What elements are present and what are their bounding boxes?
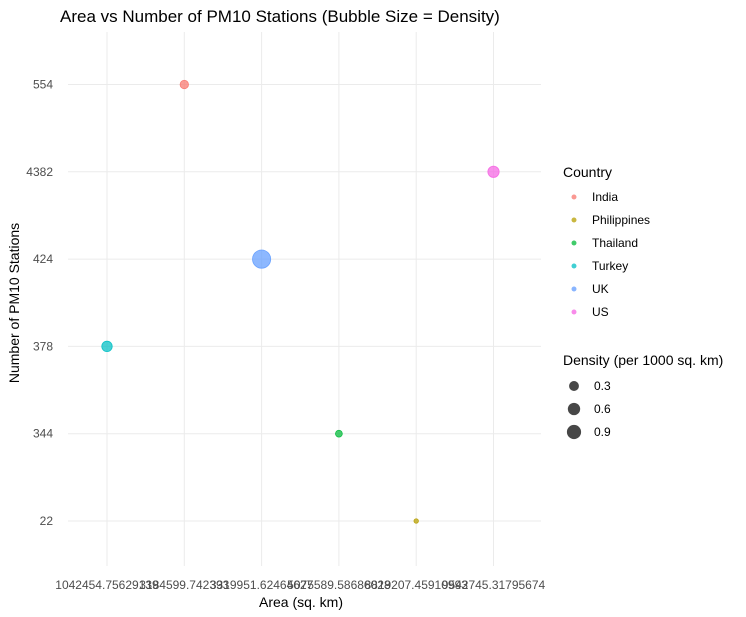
legend-label-uk: UK: [592, 282, 609, 296]
legend: Country India Philippines Thailand Turkey UK U…: [563, 164, 723, 440]
legend-key-us: [571, 309, 577, 315]
size-label-0.6: 0.6: [594, 402, 611, 416]
data-point-us: [487, 165, 500, 178]
y-axis-title: Number of PM10 Stations: [6, 223, 22, 383]
x-tick-label: 3319951.62464627: [210, 578, 314, 592]
y-tick-label: 4382: [26, 165, 53, 179]
x-axis-title: Area (sq. km): [259, 594, 343, 610]
color-legend-title: Country: [563, 164, 612, 180]
legend-label-turkey: Turkey: [592, 259, 628, 273]
size-key-0.9: [566, 424, 582, 440]
size-label-0.9: 0.9: [594, 425, 611, 439]
legend-key-thailand: [571, 240, 577, 246]
x-tick-label: 3184599.742393: [139, 578, 229, 592]
grid-lines: [68, 32, 541, 566]
size-legend-title: Density (per 1000 sq. km): [563, 352, 723, 368]
legend-key-uk: [571, 286, 577, 292]
y-tick-label: 344: [33, 427, 53, 441]
data-point-philippines: [413, 518, 419, 524]
tick-labels: 1042454.756291393184599.7423933319951.62…: [26, 78, 545, 593]
size-key-0.6: [567, 402, 581, 416]
y-tick-label: 378: [33, 339, 53, 353]
x-tick-label: 8819207.45910993: [364, 578, 468, 592]
data-point-uk: [252, 249, 272, 269]
legend-label-philippines: Philippines: [592, 213, 650, 227]
data-point-thailand: [335, 429, 343, 438]
data-point-turkey: [101, 340, 113, 353]
x-tick-label: 5075589.58686028: [287, 578, 391, 592]
x-tick-label: 1042454.75629139: [55, 578, 159, 592]
legend-label-us: US: [592, 305, 609, 319]
y-tick-label: 22: [40, 514, 54, 528]
data-points: [101, 79, 500, 524]
legend-key-india: [571, 194, 577, 200]
size-label-0.3: 0.3: [594, 379, 611, 393]
size-key-0.3: [569, 381, 579, 391]
legend-label-india: India: [592, 190, 618, 204]
x-tick-label: 9542745.31795674: [442, 578, 546, 592]
y-tick-label: 424: [33, 252, 53, 266]
y-tick-label: 554: [33, 78, 53, 92]
legend-label-thailand: Thailand: [592, 236, 638, 250]
legend-key-turkey: [571, 263, 577, 269]
legend-key-philippines: [571, 217, 577, 223]
data-point-india: [179, 79, 189, 90]
chart-title: Area vs Number of PM10 Stations (Bubble …: [60, 7, 500, 26]
